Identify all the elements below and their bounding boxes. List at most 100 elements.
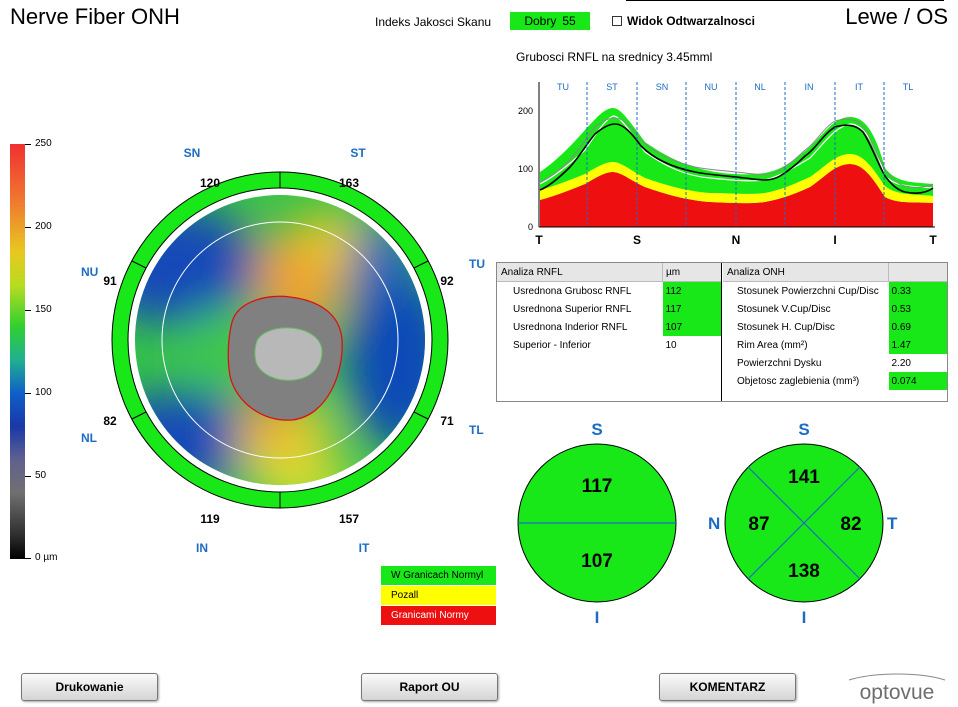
quadrant-nasal-value: 87 [748, 514, 769, 535]
tsnit-sector-label: TL [903, 82, 914, 92]
rnfl-row-value: 107 [662, 318, 721, 336]
report-ou-button[interactable]: Raport OU [361, 673, 498, 701]
tsnit-sector-label: IT [855, 82, 864, 92]
onh-row-value: 0.69 [888, 318, 947, 336]
legend-normal: W Granicach Normyl [381, 566, 496, 585]
reproducibility-toggle[interactable]: Widok Odtwarzalnosci [612, 14, 755, 28]
reproducibility-checkbox[interactable] [612, 16, 622, 26]
thickness-color-scale [10, 144, 25, 559]
tsnit-x-tick: S [633, 233, 641, 247]
tsnit-chart-title: Grubosci RNFL na srednicy 3.45mml [516, 50, 713, 64]
rnfl-table-header: Analiza RNFL [497, 263, 663, 282]
print-button[interactable]: Drukowanie [21, 673, 158, 701]
sector-label-nu: NU [81, 265, 98, 279]
tsnit-sector-label: NU [705, 82, 718, 92]
logo-text: optovue [860, 681, 935, 704]
tsnit-sector-label: NL [754, 82, 766, 92]
sector-value-tl: 71 [440, 414, 454, 428]
sector-value-nu: 91 [103, 274, 117, 288]
onh-row-label: Stosunek V.Cup/Disc [737, 303, 831, 315]
sector-label-it: IT [359, 541, 370, 555]
tsnit-y-tick: 100 [518, 164, 533, 174]
header-divider [626, 0, 944, 1]
tsnit-sector-label: ST [606, 82, 618, 92]
tsnit-x-tick: T [535, 233, 543, 247]
optovue-logo: optovue [848, 673, 946, 704]
onh-table-unit [888, 263, 947, 282]
colorbar-tick-label: 100 [35, 387, 52, 398]
tsnit-normative-line [539, 115, 934, 189]
sector-value-it: 157 [339, 512, 359, 526]
onh-row-label: Rim Area (mm²) [737, 339, 808, 351]
tsnit-y-tick: 0 [528, 222, 533, 232]
quadrant-divider [747, 466, 861, 580]
tsnit-sector-label: TU [557, 82, 569, 92]
tsnit-band-yellow [540, 154, 933, 204]
sector-value-tu: 92 [440, 274, 454, 288]
rnfl-row-label: Usrednona Inderior RNFL [513, 321, 628, 333]
quadrant-chart: S I N T 141 87 82 138 [708, 420, 898, 627]
colorbar-tick-label: 50 [35, 470, 47, 481]
tsnit-y-tick: 200 [518, 106, 533, 116]
quadrant-label-i: I [802, 608, 807, 627]
quadrant-label-n: N [708, 514, 720, 533]
analysis-tables: Analiza RNFL µm Usrednona Grubosc RNFL 11… [496, 262, 948, 402]
hemisphere-inferior-value: 107 [581, 551, 613, 572]
hemisphere-label-s: S [591, 420, 602, 439]
page-title: Nerve Fiber ONH [10, 4, 180, 29]
hemisphere-label-i: I [595, 608, 600, 627]
rnfl-row-label: Superior - Inferior [513, 339, 591, 351]
tsnit-sector-dividers [586, 82, 885, 227]
colorbar-tick-label: 200 [35, 221, 52, 232]
sector-dividers [131, 172, 429, 508]
cup-boundary [254, 327, 323, 381]
measurement-circle [161, 221, 399, 459]
sector-label-in: IN [196, 541, 208, 555]
sector-value-in: 119 [200, 512, 220, 526]
sector-label-st: ST [350, 146, 366, 160]
tsnit-previous-line [539, 117, 934, 188]
onh-analysis-table: Analiza ONH Stosunek Powierzchni Cup/Dis… [723, 263, 947, 390]
tsnit-sector-label: SN [656, 82, 669, 92]
quadrant-superior-value: 141 [788, 467, 820, 488]
quadrant-temporal-value: 82 [840, 514, 861, 535]
rnfl-row-value: 112 [662, 281, 721, 300]
onh-row-label: Powierzchni Dysku [737, 357, 822, 369]
tsnit-x-tick: I [833, 233, 836, 247]
rnfl-polar-map: 120 163 91 92 82 71 119 157 SN ST NU TU … [81, 146, 485, 555]
onh-row-label: Objetosc zaglebienia (mm³) [737, 375, 860, 387]
comment-button[interactable]: KOMENTARZ [659, 673, 796, 701]
tsnit-sector-label: IN [805, 82, 814, 92]
legend-outside: Granicami Normy [381, 606, 496, 625]
hemisphere-superior-value: 117 [582, 476, 613, 497]
tsnit-patient-line [539, 123, 934, 194]
rnfl-row-label: Usrednona Superior RNFL [513, 303, 632, 315]
reproducibility-label: Widok Odtwarzalnosci [627, 14, 755, 28]
sector-value-nl: 82 [103, 414, 117, 428]
legend-borderline: Pozall [381, 586, 496, 605]
onh-row-value: 0.33 [888, 281, 947, 300]
scan-quality-text: Dobry [524, 14, 557, 28]
sector-label-sn: SN [184, 146, 201, 160]
onh-table-header: Analiza ONH [723, 263, 889, 282]
onh-row-value: 1.47 [888, 336, 947, 354]
tsnit-chart: TU ST SN NU NL IN IT TL 200 100 0 T S N … [518, 82, 937, 247]
quadrant-label-s: S [798, 420, 809, 439]
onh-row-value: 0.53 [888, 300, 947, 318]
colorbar-tick-label: 0 µm [35, 552, 58, 563]
rnfl-table-unit: µm [662, 263, 721, 282]
eye-label: Lewe / OS [845, 4, 948, 29]
quadrant-label-t: T [887, 514, 898, 533]
onh-row-label: Stosunek H. Cup/Disc [737, 321, 835, 333]
sector-label-tl: TL [469, 423, 484, 437]
tsnit-x-tick: T [929, 233, 937, 247]
quadrant-inferior-value: 138 [788, 561, 820, 582]
rnfl-analysis-table: Analiza RNFL µm Usrednona Grubosc RNFL 11… [497, 263, 721, 354]
onh-row-value: 2.20 [891, 357, 911, 369]
scan-quality-badge: Dobry 55 [510, 12, 590, 30]
scan-quality-value: 55 [562, 14, 576, 28]
onh-row-value: 0.074 [888, 372, 947, 390]
hemisphere-chart: S I 117 107 [517, 420, 677, 627]
sector-value-st: 163 [339, 176, 359, 190]
sector-label-tu: TU [469, 257, 485, 271]
